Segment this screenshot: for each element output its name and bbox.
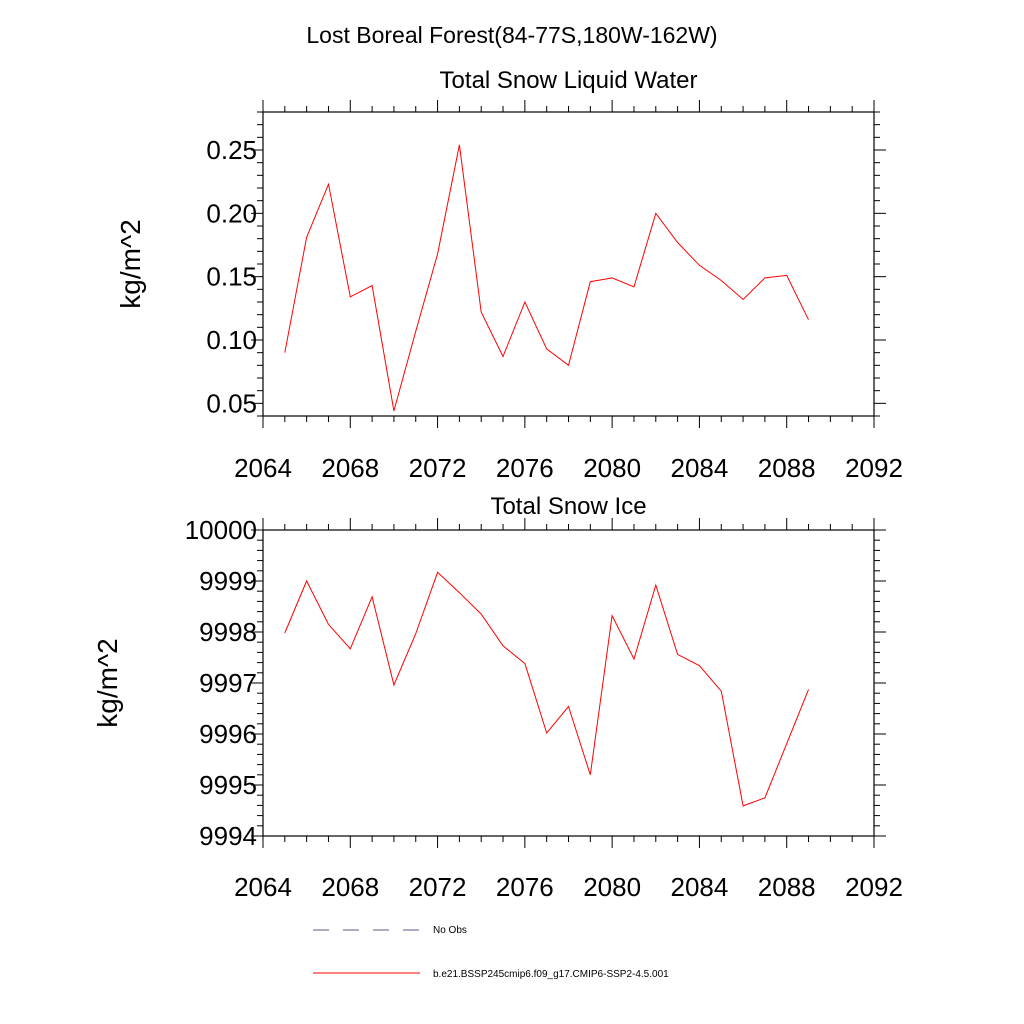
x-tick-label: 2080 bbox=[583, 872, 641, 902]
y-tick-label: 0.25 bbox=[206, 135, 257, 165]
data-point bbox=[479, 310, 483, 314]
data-point bbox=[741, 297, 745, 301]
data-point bbox=[370, 284, 374, 288]
figure-suptitle: Lost Boreal Forest(84-77S,180W-162W) bbox=[306, 22, 717, 48]
legend-label-model-run: b.e21.BSSP245cmip6.f09_g17.CMIP6-SSP2-4.… bbox=[433, 969, 669, 980]
data-point bbox=[588, 773, 592, 777]
data-point bbox=[785, 273, 789, 277]
data-point bbox=[567, 704, 571, 708]
data-point bbox=[414, 329, 418, 333]
data-point bbox=[436, 570, 440, 574]
data-point bbox=[305, 579, 309, 583]
data-point bbox=[436, 252, 440, 256]
data-point bbox=[807, 688, 811, 692]
y-tick-label: 0.20 bbox=[206, 198, 257, 228]
x-tick-label: 2072 bbox=[409, 872, 467, 902]
y-tick-label: 9996 bbox=[199, 719, 257, 749]
series-line bbox=[284, 571, 809, 807]
data-point bbox=[283, 351, 287, 355]
y-tick-label: 9997 bbox=[199, 668, 257, 698]
data-point bbox=[785, 742, 789, 746]
y-tick-label: 0.15 bbox=[206, 262, 257, 292]
data-point bbox=[676, 652, 680, 656]
data-point bbox=[632, 285, 636, 289]
x-tick-label: 2084 bbox=[671, 872, 729, 902]
data-point bbox=[479, 612, 483, 616]
data-point bbox=[632, 657, 636, 661]
data-point bbox=[697, 664, 701, 668]
data-point bbox=[523, 662, 527, 666]
data-point bbox=[348, 295, 352, 299]
x-tick-label: 2076 bbox=[496, 453, 554, 483]
y-axis-label: kg/m^2 bbox=[115, 219, 146, 308]
data-point bbox=[610, 614, 614, 618]
data-point bbox=[326, 622, 330, 626]
data-point bbox=[567, 363, 571, 367]
x-tick-label: 2088 bbox=[758, 453, 816, 483]
x-tick-label: 2068 bbox=[321, 453, 379, 483]
data-point bbox=[392, 409, 396, 413]
x-tick-label: 2068 bbox=[321, 872, 379, 902]
data-point bbox=[763, 276, 767, 280]
x-tick-label: 2092 bbox=[845, 872, 903, 902]
x-tick-label: 2084 bbox=[671, 453, 729, 483]
data-point bbox=[545, 731, 549, 735]
y-tick-label: 9995 bbox=[199, 770, 257, 800]
data-point bbox=[588, 280, 592, 284]
y-axis-label: kg/m^2 bbox=[92, 638, 123, 727]
y-tick-label: 0.05 bbox=[206, 388, 257, 418]
data-point bbox=[326, 182, 330, 186]
y-tick-label: 0.10 bbox=[206, 325, 257, 355]
data-point bbox=[392, 683, 396, 687]
data-point bbox=[719, 278, 723, 282]
data-point bbox=[501, 644, 505, 648]
data-point bbox=[741, 804, 745, 808]
x-tick-label: 2064 bbox=[234, 872, 292, 902]
data-point bbox=[370, 595, 374, 599]
x-tick-label: 2072 bbox=[409, 453, 467, 483]
plot-frame bbox=[262, 529, 875, 837]
chart-title: Total Snow Ice bbox=[490, 493, 646, 520]
data-point bbox=[763, 796, 767, 800]
data-point bbox=[676, 240, 680, 244]
y-tick-label: 9994 bbox=[199, 821, 257, 851]
data-point bbox=[305, 235, 309, 239]
x-tick-label: 2064 bbox=[234, 453, 292, 483]
data-point bbox=[807, 318, 811, 322]
x-tick-label: 2092 bbox=[845, 453, 903, 483]
data-point bbox=[348, 647, 352, 651]
data-point bbox=[457, 591, 461, 595]
data-point bbox=[719, 689, 723, 693]
series-line bbox=[284, 144, 809, 412]
data-point bbox=[283, 631, 287, 635]
x-tick-label: 2080 bbox=[583, 453, 641, 483]
data-point bbox=[654, 583, 658, 587]
y-tick-label: 9998 bbox=[199, 617, 257, 647]
data-point bbox=[501, 354, 505, 358]
chart-panel-snow-ice: Total Snow Ice kg/m^2 2064 2068 2072 2076 2080… bbox=[92, 493, 903, 902]
data-point bbox=[697, 263, 701, 267]
data-point bbox=[654, 211, 658, 215]
x-tick-label: 2088 bbox=[758, 872, 816, 902]
chart-title: Total Snow Liquid Water bbox=[440, 67, 698, 94]
y-tick-label: 9999 bbox=[199, 566, 257, 596]
legend: No Obs b.e21.BSSP245cmip6.f09_g17.CMIP6-… bbox=[313, 925, 669, 980]
chart-panel-snow-liquid-water: Total Snow Liquid Water kg/m^2 2064 2068 207… bbox=[115, 67, 903, 483]
legend-label-no-obs: No Obs bbox=[433, 925, 467, 936]
data-point bbox=[545, 347, 549, 351]
data-point bbox=[610, 276, 614, 280]
plot-frame bbox=[262, 111, 875, 417]
data-point bbox=[523, 300, 527, 304]
data-point bbox=[457, 143, 461, 147]
x-tick-label: 2076 bbox=[496, 872, 554, 902]
data-point bbox=[414, 632, 418, 636]
y-tick-label: 10000 bbox=[185, 515, 257, 545]
